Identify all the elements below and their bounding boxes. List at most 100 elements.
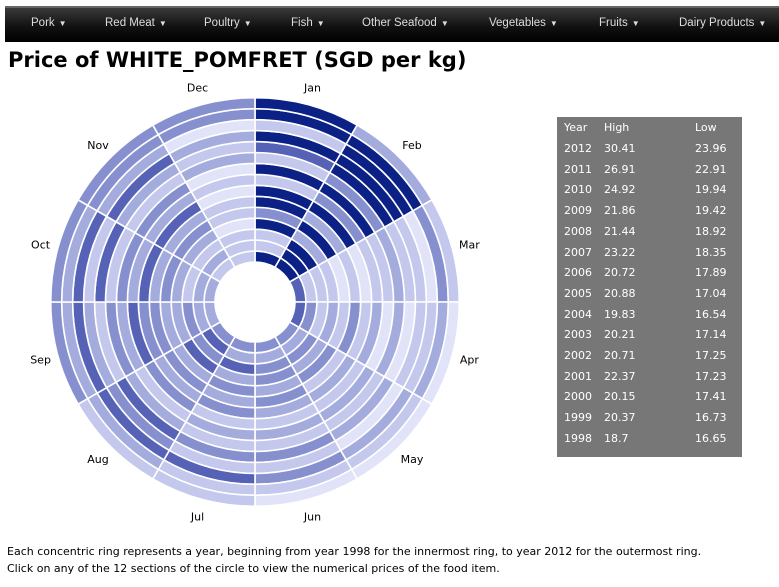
footer-note-2: Click on any of the 12 sections of the c… (7, 562, 500, 575)
table-row: 2009 21.86 19.42 (557, 204, 742, 224)
month-label-mar: Mar (459, 239, 480, 252)
month-label-aug: Aug (87, 453, 108, 466)
caret-down-icon: ▼ (549, 19, 558, 28)
nav-label: Poultry (204, 17, 240, 29)
cell-low: 17.14 (695, 328, 727, 342)
nav-pork[interactable]: Pork ▼ (31, 17, 67, 29)
caret-down-icon: ▼ (758, 19, 767, 28)
nav-poultry[interactable]: Poultry ▼ (204, 17, 252, 29)
cell-high: 24.92 (604, 183, 636, 197)
month-label-apr: Apr (460, 353, 480, 366)
cell-year: 2011 (564, 162, 592, 176)
cell-year: 1998 (564, 431, 592, 445)
month-label-jul: Jul (190, 510, 204, 523)
table-row: 2002 20.71 17.25 (557, 349, 742, 369)
top-nav-bar: Pork ▼ Red Meat ▼ Poultry ▼ Fish ▼ Other Sea… (5, 6, 779, 42)
caret-down-icon: ▼ (440, 19, 449, 28)
cell-year: 2002 (564, 349, 592, 362)
nav-red-meat[interactable]: Red Meat ▼ (105, 17, 167, 29)
cell-low: 17.25 (695, 349, 727, 362)
cell-low: 17.89 (695, 266, 727, 280)
sector-jun[interactable] (254, 335, 359, 508)
month-label-nov: Nov (87, 139, 109, 152)
table-row: 2007 23.22 18.35 (557, 246, 742, 266)
price-table: Year High Low 2012 30.41 23.96 2011 26.91 22.… (557, 117, 742, 457)
nav-label: Dairy Products (679, 17, 755, 29)
cell-high: 20.37 (604, 411, 636, 425)
cell-high: 20.72 (604, 266, 636, 280)
table-header: Year High Low (557, 121, 742, 141)
cell-low: 16.65 (695, 431, 727, 445)
caret-down-icon: ▼ (158, 19, 167, 28)
cell-low: 18.35 (695, 245, 727, 259)
cell-high: 20.15 (604, 390, 636, 404)
cell-year: 2003 (564, 328, 592, 342)
cell-year: 2007 (564, 245, 592, 259)
month-label-oct: Oct (31, 239, 51, 252)
table-row: 2000 20.15 17.41 (557, 390, 742, 410)
table-row: 2003 20.21 17.14 (557, 328, 742, 348)
table-row: 2008 21.44 18.92 (557, 225, 742, 245)
nav-label: Fruits (599, 17, 628, 29)
sector-jan[interactable] (254, 96, 359, 269)
cell-year: 1999 (564, 411, 592, 425)
caret-down-icon: ▼ (58, 19, 67, 28)
cell-year: 2012 (564, 142, 592, 155)
cell-low: 22.91 (695, 162, 727, 176)
table-row: 2006 20.72 17.89 (557, 266, 742, 286)
cell-high: 26.91 (604, 162, 636, 176)
cell-high: 20.88 (604, 286, 636, 300)
nav-vegetables[interactable]: Vegetables ▼ (489, 17, 558, 29)
header-high: High (604, 121, 630, 134)
table-row: 2010 24.92 19.94 (557, 183, 742, 203)
nav-other-seafood[interactable]: Other Seafood ▼ (362, 17, 449, 29)
month-label-sep: Sep (30, 353, 51, 366)
nav-label: Other Seafood (362, 17, 437, 29)
table-row: 1999 20.37 16.73 (557, 411, 742, 431)
sector-feb[interactable] (273, 124, 433, 284)
table-row: 2005 20.88 17.04 (557, 287, 742, 307)
caret-down-icon: ▼ (316, 19, 325, 28)
cell-high: 23.22 (604, 245, 636, 259)
cell-high: 20.21 (604, 328, 636, 342)
nav-label: Red Meat (105, 17, 155, 29)
cell-dec-2012[interactable] (151, 96, 256, 136)
month-label-feb: Feb (402, 139, 421, 152)
table-row: 1998 18.7 16.65 (557, 432, 742, 452)
nav-dairy-products[interactable]: Dairy Products ▼ (679, 17, 766, 29)
cell-low: 17.41 (695, 390, 727, 404)
cell-low: 17.04 (695, 286, 727, 300)
cell-year: 2000 (564, 390, 592, 404)
sector-nov[interactable] (77, 124, 237, 284)
cell-low: 23.96 (695, 142, 727, 155)
nav-label: Fish (291, 17, 313, 29)
header-year: Year (564, 121, 588, 134)
cell-high: 18.7 (604, 431, 629, 445)
nav-fruits[interactable]: Fruits ▼ (599, 17, 640, 29)
cell-low: 19.94 (695, 183, 727, 197)
cell-year: 2009 (564, 204, 592, 218)
cell-year: 2008 (564, 224, 592, 238)
nav-label: Vegetables (489, 17, 546, 29)
nav-fish[interactable]: Fish ▼ (291, 17, 325, 29)
cell-year: 2005 (564, 286, 592, 300)
sector-dec[interactable] (151, 96, 256, 269)
caret-down-icon: ▼ (243, 19, 252, 28)
cell-low: 17.23 (695, 369, 727, 383)
sector-jul[interactable] (151, 335, 256, 508)
cell-low: 18.92 (695, 224, 727, 238)
cell-low: 16.73 (695, 411, 727, 425)
month-label-jun: Jun (303, 510, 321, 523)
table-row: 2001 22.37 17.23 (557, 370, 742, 390)
sector-may[interactable] (273, 320, 433, 480)
month-label-dec: Dec (187, 82, 208, 95)
header-low: Low (695, 121, 717, 134)
cell-high: 21.44 (604, 224, 636, 238)
cell-high: 19.83 (604, 307, 636, 321)
cell-year: 2001 (564, 369, 592, 383)
cell-high: 30.41 (604, 142, 636, 155)
cell-high: 22.37 (604, 369, 636, 383)
month-label-jan: Jan (303, 82, 321, 95)
cell-high: 20.71 (604, 349, 636, 362)
cell-low: 16.54 (695, 307, 727, 321)
